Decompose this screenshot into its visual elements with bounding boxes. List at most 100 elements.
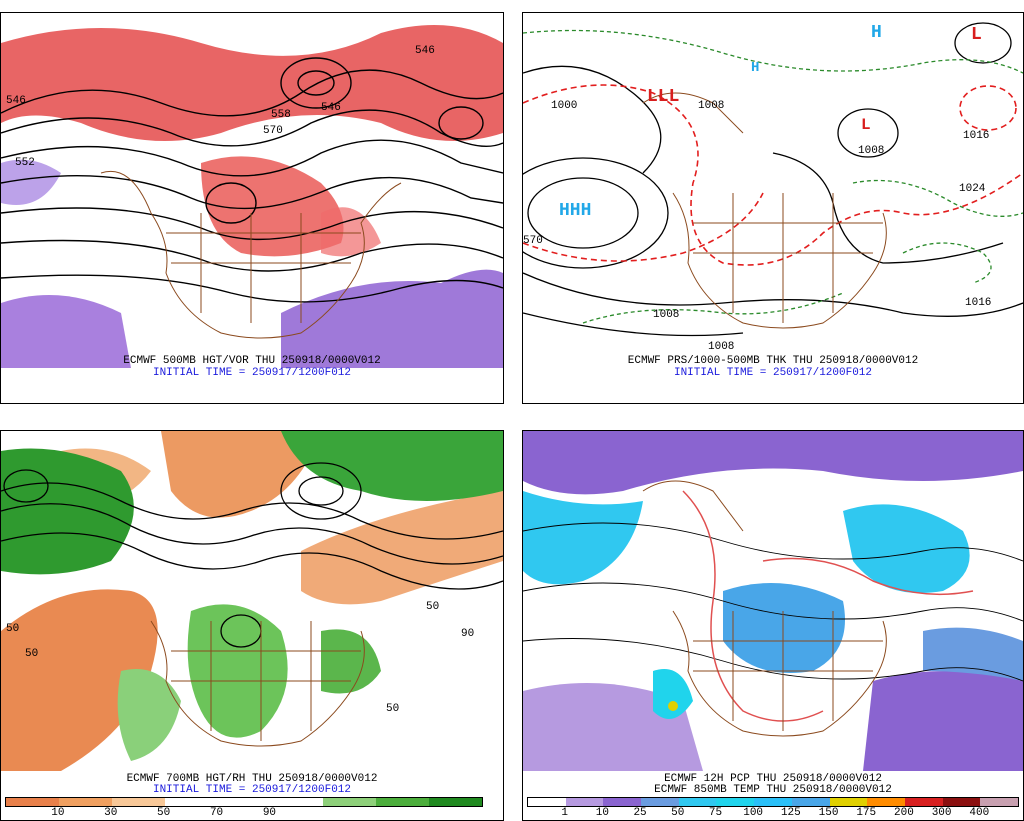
caption-line-1: ECMWF 700MB HGT/RH THU 250918/0000V012 [126,773,378,785]
rh-dry-area [161,431,321,518]
isobar-label: 1016 [963,130,989,142]
caption-line-2: INITIAL TIME = 250917/1200F012 [673,367,873,379]
map-prs-thk: HHH H H LLL L L 1000 1008 1016 1024 1008… [523,13,1023,368]
colorbar-segment [678,798,717,806]
contour-label: 50 [386,703,399,715]
coastline [150,620,365,747]
pcp-colorbar [527,797,1019,807]
colorbar-tick-label: 175 [856,807,877,819]
contour-label: 90 [461,628,474,640]
colorbar-segment [641,798,679,806]
temperature-contour [523,638,1023,682]
height-contour [1,274,503,303]
height-contour [205,182,257,224]
vorticity-positive-band [321,207,381,257]
isobar-label: 1016 [965,297,991,309]
coastline [672,610,887,737]
height-contour [297,70,335,96]
thickness-contour [523,84,1023,266]
height-contour [298,476,344,506]
caption-line-2: INITIAL TIME = 250917/1200F012 [152,367,352,379]
panel-prs-thk: HHH H H LLL L L 1000 1008 1016 1024 1008… [522,12,1024,404]
temperature-contour [523,582,1023,622]
colorbar-tick-label: 90 [262,807,277,819]
colorbar-segment [980,798,1018,806]
colorbar-segment [429,798,483,806]
heavy-precip-spot [668,701,678,711]
contour-label: 558 [271,109,291,121]
precip-area [653,669,693,719]
colorbar-tick-label: 10 [51,807,65,819]
colorbar-tick-label: 300 [931,807,952,819]
thickness-contour-green [523,29,1023,74]
coastline [642,480,744,532]
map-500mb-hgt-vor: 546 546 546 552 558 570 [1,13,503,368]
height-contour [438,106,484,140]
isobar [772,152,1004,264]
coastline [166,213,361,323]
colorbar-segment [323,798,377,806]
vorticity-negative-area [1,295,131,368]
height-contour [1,239,503,272]
height-contour [280,57,352,109]
temperature-contour [523,522,1023,562]
vorticity-positive-band [1,25,503,141]
caption-line-1: ECMWF 12H PCP THU 250918/0000V012 [664,773,882,785]
map-12h-pcp [523,431,1023,771]
freezing-line [682,490,824,722]
isobar [523,157,669,269]
low-pressure-label: LLL [647,87,679,107]
contour-label: 50 [6,623,19,635]
isobar-label: 1008 [653,309,679,321]
colorbar-segment [376,798,430,806]
low-pressure-label: L [861,116,871,134]
precip-area [843,504,970,593]
colorbar-segment [164,798,218,806]
isobar-label: 1024 [959,183,986,195]
colorbar-tick-label: 1 [561,807,568,819]
thickness-contour-green [852,179,1023,217]
isobar [523,65,662,174]
rh-moist-area [187,604,288,738]
height-contour [1,482,503,540]
colorbar-tick-label: 50 [157,807,171,819]
colorbar-segment [6,798,59,806]
colorbar-tick-label: 25 [633,807,647,819]
caption-line-1: ECMWF 500MB HGT/VOR THU 250918/0000V012 [123,355,381,367]
height-contour [1,503,503,565]
contour-label: 50 [426,601,439,613]
panel-500mb-hgt-vor: 546 546 546 552 558 570 ECMWF 500MB HGT/… [0,12,504,404]
high-pressure-label: H [751,60,759,76]
colorbar-tick-label: 150 [818,807,839,819]
height-contour [1,69,503,117]
contour-label: 546 [415,45,435,57]
rh-colorbar-ticks: 10 30 50 70 90 [5,807,481,819]
isobar [523,272,1023,317]
contour-label: 552 [15,157,35,169]
colorbar-tick-label: 75 [708,807,723,819]
contour-label: 546 [6,95,26,107]
colorbar-tick-label: 200 [894,807,914,819]
coastline [672,192,887,329]
colorbar-segment [942,798,981,806]
height-contour [1,175,503,210]
colorbar-segment [904,798,943,806]
panel-700mb-hgt-rh: 50 50 90 50 50 ECMWF 700MB HGT/RH THU 25… [0,430,504,821]
rh-moist-area [117,669,181,761]
colorbar-tick-label: 70 [209,807,224,819]
colorbar-tick-label: 400 [969,807,990,819]
coastline [150,182,402,339]
isobar-label: 1008 [858,145,884,157]
rh-moist-area [1,448,134,575]
isobar [954,22,1012,64]
colorbar-tick-label: 100 [743,807,764,819]
freezing-line [762,557,974,596]
isobar [527,177,639,249]
high-pressure-label: HHH [559,201,591,221]
colorbar-tick-label: 10 [595,807,609,819]
isobar [523,312,744,337]
coastline [642,92,744,134]
height-contour [1,207,503,241]
map-700mb-hgt-rh: 50 50 90 50 50 [1,431,503,771]
height-contour [280,462,362,520]
